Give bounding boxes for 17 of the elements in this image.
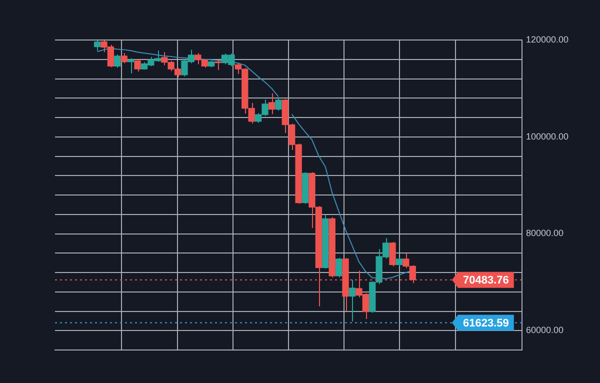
candlestick (268, 92, 276, 115)
candlestick (214, 60, 222, 71)
candlestick (94, 40, 101, 52)
candlestick (335, 257, 342, 278)
candlestick (389, 241, 396, 267)
candlestick (114, 54, 121, 68)
candlestick (127, 58, 134, 74)
y-tick-label: 120000.00 (526, 34, 569, 44)
ref-line-label: 61623.59 (463, 317, 509, 330)
candlestick (275, 98, 282, 112)
candlestick (348, 279, 356, 322)
ref-line-label: 70483.76 (463, 274, 509, 286)
candlestick (134, 58, 141, 72)
candlestick (120, 52, 128, 64)
y-tick-label: 60000.00 (526, 325, 564, 336)
y-tick-label: 80000.00 (526, 228, 564, 238)
y-tick-label: 100000.00 (526, 131, 569, 142)
